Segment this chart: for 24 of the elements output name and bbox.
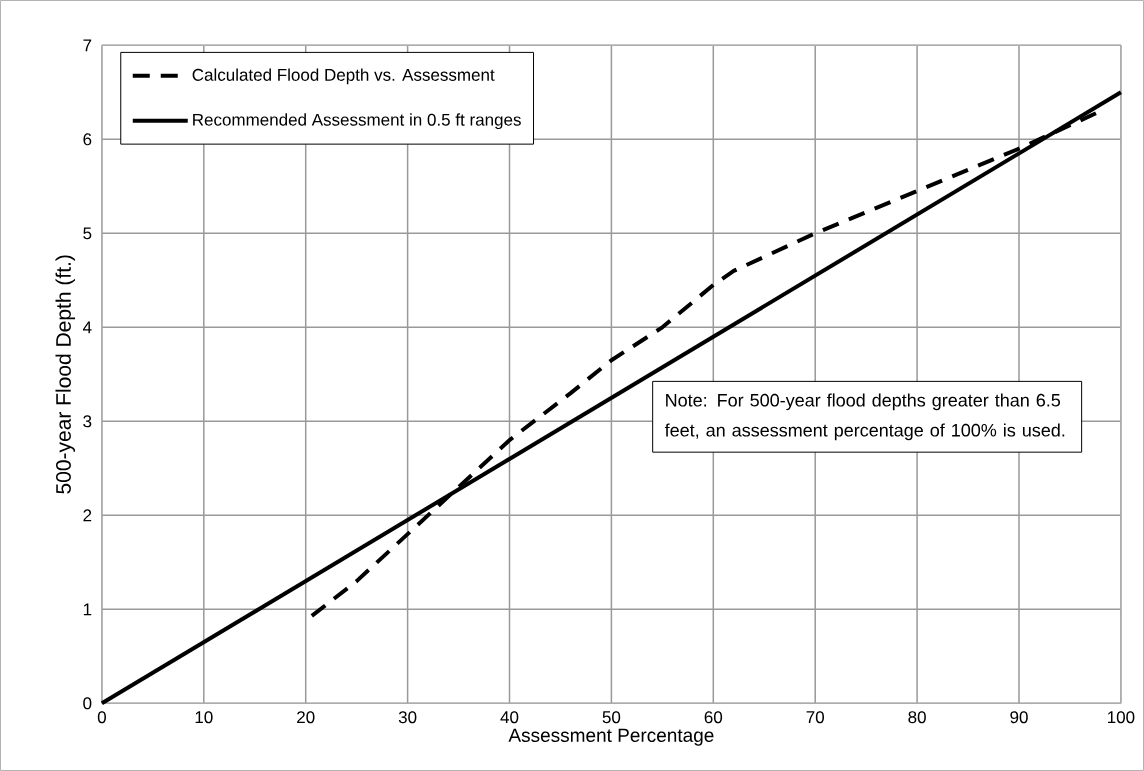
y-tick-label: 1 bbox=[83, 603, 92, 616]
x-tick-label: 80 bbox=[908, 711, 926, 724]
y-tick-label: 3 bbox=[83, 415, 92, 428]
x-tick-label: 40 bbox=[500, 711, 519, 724]
x-axis-title: Assessment Percentage bbox=[508, 728, 714, 746]
x-tick-label: 10 bbox=[195, 711, 213, 724]
y-tick-label: 5 bbox=[83, 227, 92, 240]
annotation: Note: For 500-year flood depths greater than 6.5 feet, an assessment percentage of 100% is used. bbox=[664, 393, 1065, 441]
y-tick-label: 0 bbox=[83, 697, 92, 710]
legend-label: Recommended Assessment in 0.5 ft ranges bbox=[193, 113, 521, 130]
x-tick-label: 70 bbox=[806, 711, 824, 724]
x-tick-label: 50 bbox=[602, 711, 621, 724]
y-tick-label: 7 bbox=[83, 39, 92, 52]
y-tick-label: 2 bbox=[83, 509, 92, 522]
x-tick-label: 30 bbox=[398, 711, 417, 724]
x-tick-label: 60 bbox=[704, 711, 723, 724]
legend-label: Calculated Flood Depth vs. Assessment bbox=[192, 68, 495, 85]
x-tick-label: 90 bbox=[1010, 711, 1028, 724]
x-tick-label: 100 bbox=[1108, 711, 1135, 724]
y-tick-label: 6 bbox=[83, 133, 92, 146]
x-tick-label: 0 bbox=[97, 711, 106, 724]
x-tick-label: 20 bbox=[297, 711, 315, 724]
y-tick-label: 4 bbox=[82, 321, 92, 334]
y-axis-title: 500-year Flood Depth (ft.) bbox=[55, 255, 76, 494]
